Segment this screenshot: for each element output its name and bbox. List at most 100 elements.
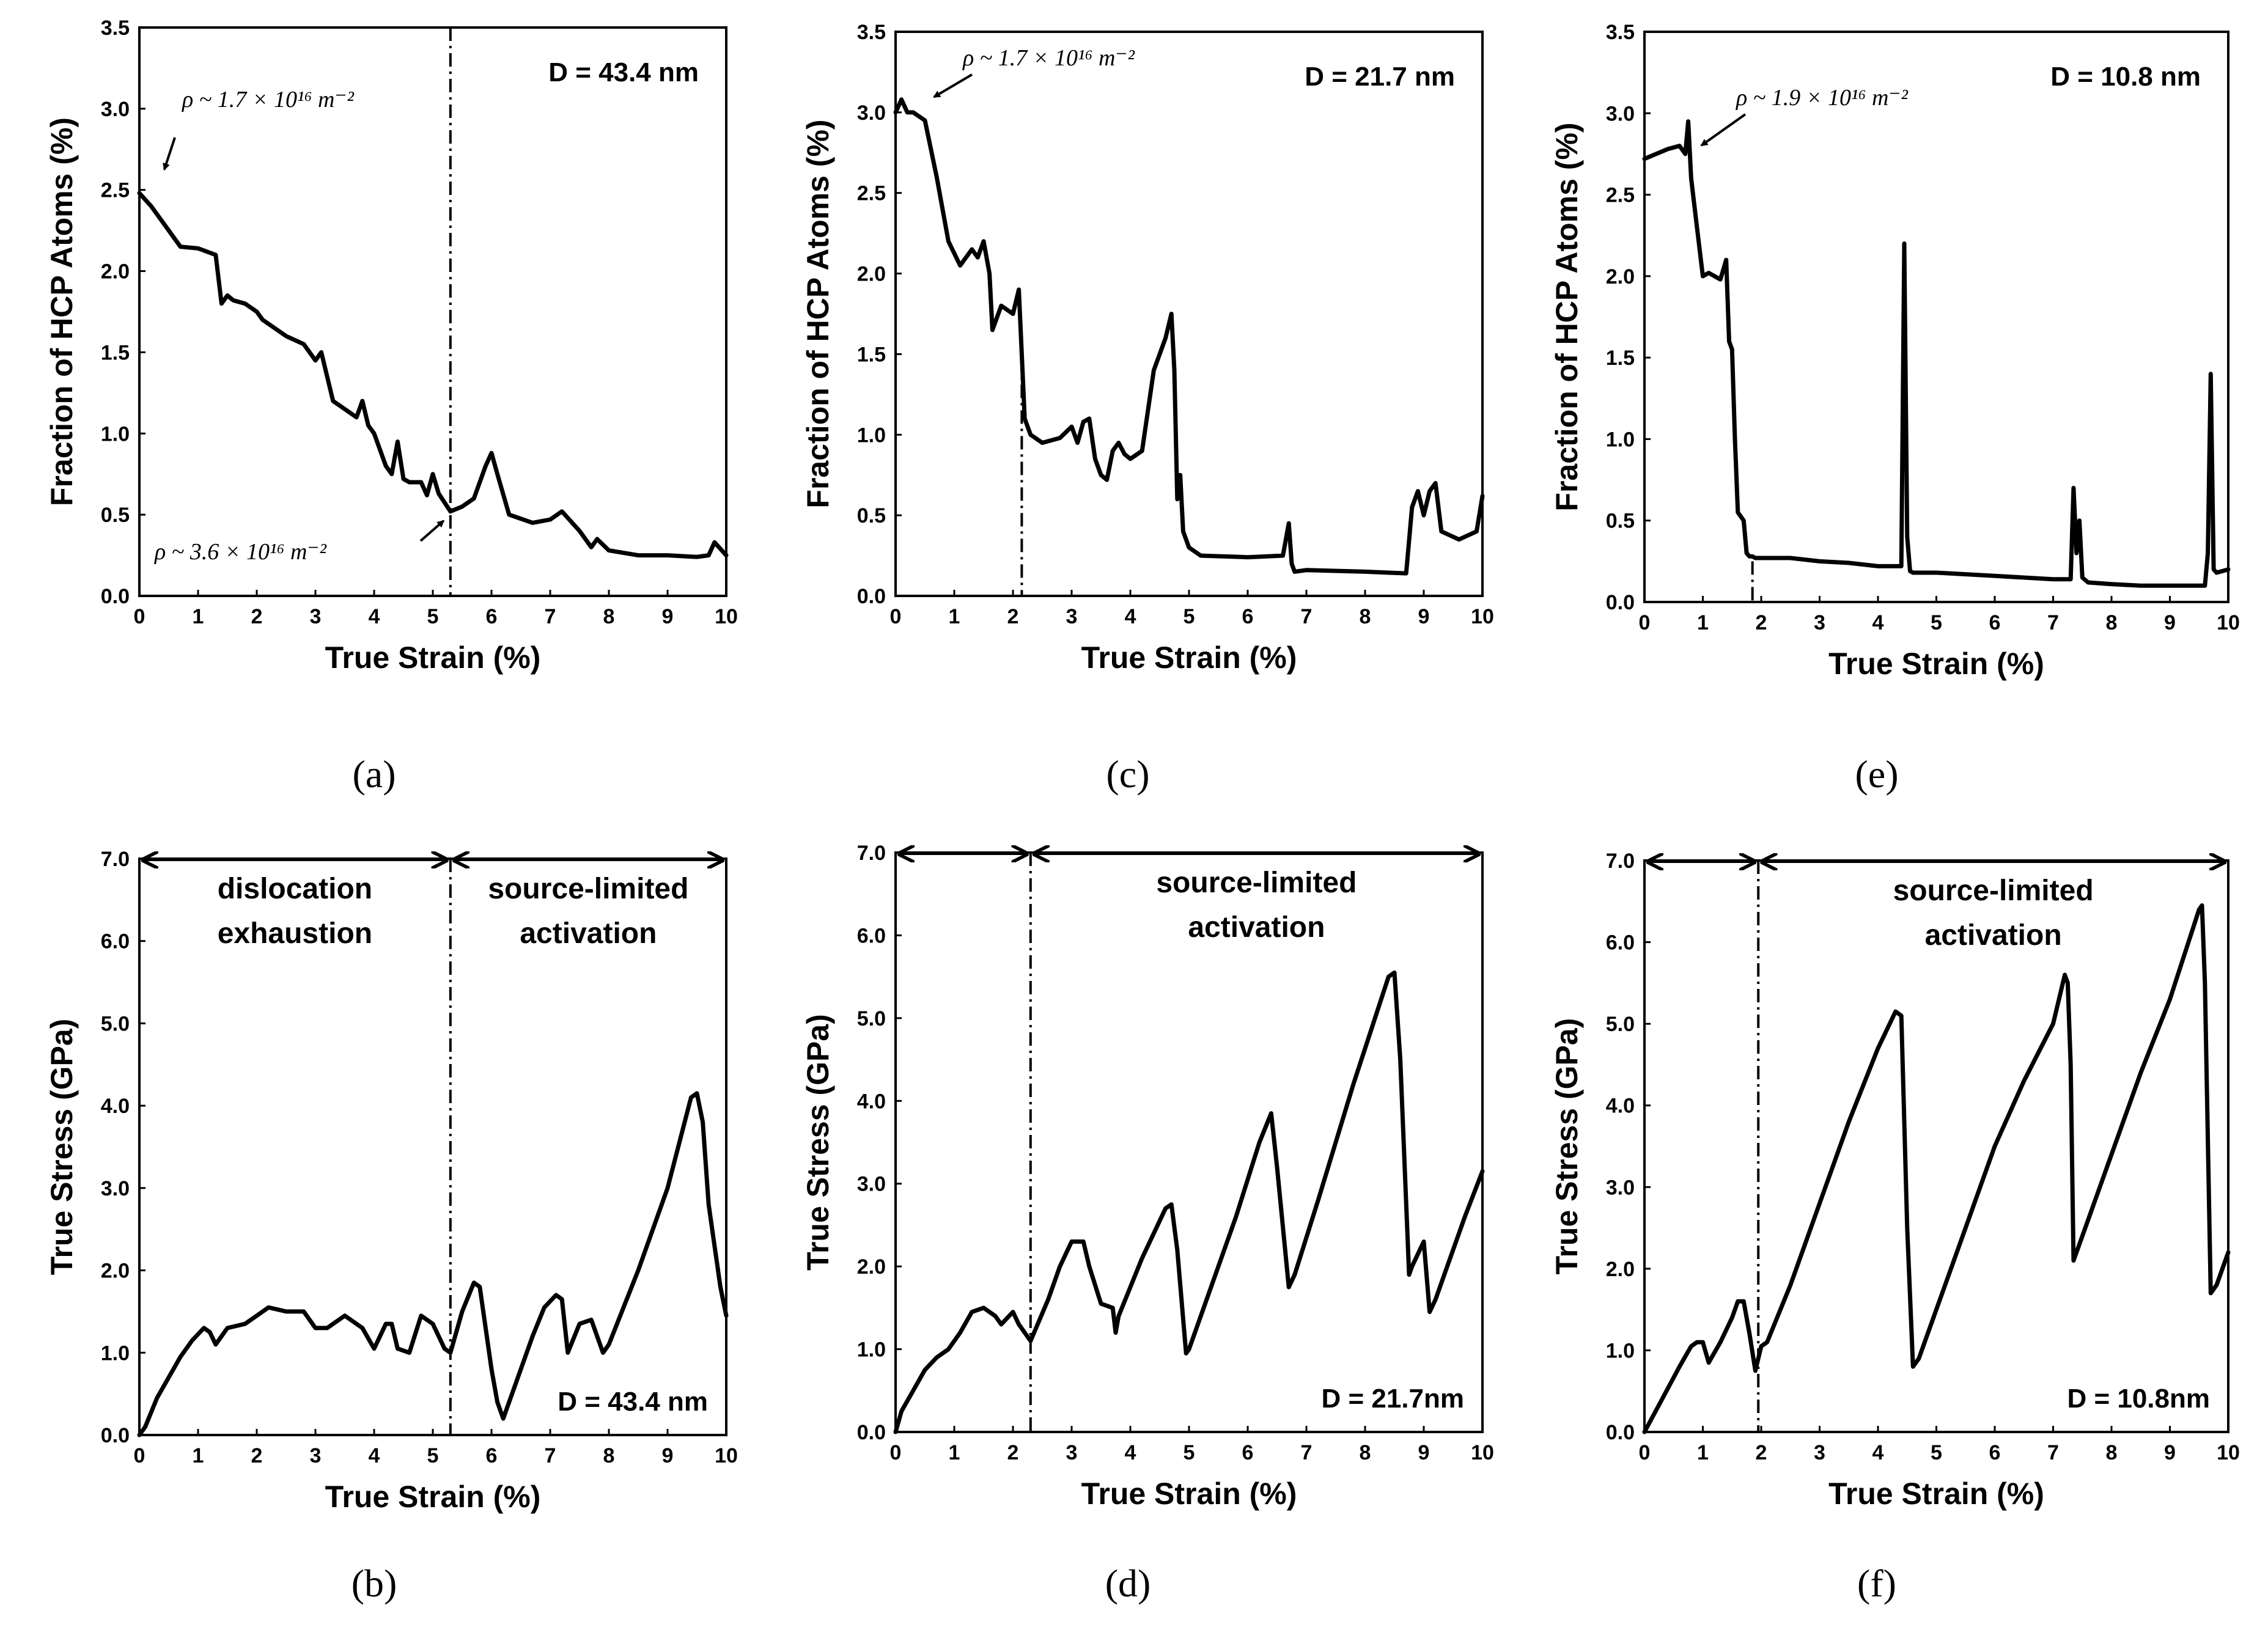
- data-point: [1894, 1010, 1897, 1013]
- series-line: [893, 970, 1485, 1434]
- data-point: [1655, 153, 1657, 155]
- y-tick-label: 4.0: [1606, 1095, 1635, 1118]
- data-point: [894, 1431, 897, 1433]
- dislocation-density-annotation: ρ ~ 3.6 × 10¹⁶ m⁻²: [154, 539, 327, 565]
- x-tick-label: 4: [1125, 1441, 1136, 1464]
- x-tick-label: 10: [715, 605, 738, 628]
- x-tick-label: 1: [193, 1444, 204, 1467]
- data-point: [1994, 1145, 1996, 1148]
- x-tick-label: 6: [1989, 1441, 2001, 1464]
- data-point: [215, 1343, 217, 1346]
- data-point: [1847, 1120, 1850, 1123]
- data-point: [303, 343, 305, 345]
- data-point: [1909, 570, 1912, 572]
- data-point: [461, 505, 463, 508]
- x-axis-title: True Strain (%): [325, 1480, 541, 1514]
- data-point: [1678, 1365, 1681, 1368]
- diameter-label: D = 43.4 nm: [548, 57, 699, 87]
- x-tick-label: 2: [251, 605, 263, 628]
- panel-a: 0 1 2 3 4 5 6 7 8 9 10 0.0 0.5 1.0 1.5 2.0 2.5 3.0 3.5 True…: [45, 17, 738, 796]
- x-tick-label: 0: [1639, 611, 1651, 634]
- data-point: [696, 1092, 698, 1095]
- data-point: [1111, 450, 1114, 452]
- data-point: [396, 441, 399, 443]
- y-tick-label: 1.0: [857, 424, 886, 447]
- data-point: [1423, 514, 1425, 516]
- x-tick-label: 0: [890, 1441, 902, 1464]
- x-tick-label: 8: [1360, 605, 1371, 628]
- data-point: [1106, 479, 1108, 481]
- data-point: [1405, 572, 1407, 575]
- data-point: [947, 1348, 949, 1351]
- data-point: [2204, 982, 2206, 984]
- data-point: [2052, 1022, 2055, 1025]
- data-point: [924, 119, 926, 122]
- x-tick-label: 9: [1418, 605, 1430, 628]
- data-point: [332, 400, 334, 402]
- data-point: [602, 1351, 604, 1354]
- data-point: [256, 310, 258, 313]
- dislocation-density-annotation: ρ ~ 1.9 × 10¹⁶ m⁻²: [1736, 85, 1909, 111]
- region-label: source-limited: [1893, 875, 2094, 907]
- y-tick-label: 3.5: [1606, 21, 1635, 44]
- data-point: [1070, 1241, 1073, 1243]
- data-point: [1012, 313, 1014, 315]
- y-tick-label: 5.0: [101, 1012, 130, 1035]
- data-point: [666, 554, 669, 557]
- x-tick-label: 9: [1418, 1441, 1430, 1464]
- data-point: [637, 554, 639, 557]
- data-point: [479, 1286, 481, 1288]
- data-point: [608, 1343, 610, 1346]
- data-point: [1411, 506, 1413, 508]
- data-point: [1141, 450, 1143, 452]
- data-point: [1246, 556, 1249, 559]
- data-point: [1114, 1331, 1117, 1334]
- data-point: [1047, 1298, 1050, 1301]
- data-point: [1748, 1333, 1751, 1335]
- data-point: [2069, 578, 2072, 581]
- data-point: [982, 1307, 985, 1309]
- data-point: [1188, 546, 1190, 549]
- data-point: [1141, 1257, 1143, 1260]
- data-point: [555, 1294, 558, 1296]
- x-tick-label: 0: [134, 605, 145, 628]
- panel-f: 0 1 2 3 4 5 6 7 8 9 10 0.0 1.0 2.0 3.0 4.0 5.0 6.0 7.0 True…: [1550, 850, 2240, 1605]
- y-tick-label: 0.0: [101, 585, 130, 608]
- y-tick-label: 2.0: [101, 1260, 130, 1283]
- y-tick-label: 0.0: [857, 1421, 886, 1444]
- data-point: [1088, 417, 1091, 420]
- data-point: [1235, 1216, 1237, 1218]
- data-point: [690, 1096, 692, 1099]
- data-point: [1100, 1302, 1102, 1305]
- data-point: [373, 1348, 375, 1350]
- data-point: [959, 264, 962, 266]
- data-point: [1176, 1249, 1179, 1251]
- panel-b: 0 1 2 3 4 5 6 7 8 9 10 0.0 1.0 2.0 3.0 4.0 5.0 6.0 7.0 True…: [45, 848, 738, 1605]
- data-point: [1023, 417, 1026, 420]
- data-point: [1912, 1365, 1914, 1368]
- data-point: [1702, 275, 1704, 277]
- data-point: [191, 1339, 193, 1342]
- data-point: [1819, 1202, 1821, 1205]
- y-tick-label: 6.0: [857, 924, 886, 947]
- x-tick-label: 3: [1814, 611, 1825, 634]
- data-point: [156, 1397, 158, 1399]
- y-axis-title: Fraction of HCP Atoms (%): [1550, 122, 1584, 511]
- data-point: [1387, 975, 1390, 978]
- data-point: [2204, 584, 2206, 587]
- y-tick-label: 2.5: [1606, 184, 1635, 207]
- data-point: [1176, 498, 1179, 501]
- y-tick-label: 7.0: [857, 842, 886, 865]
- data-point: [900, 1410, 903, 1412]
- data-point: [285, 335, 287, 337]
- data-point: [1731, 348, 1733, 351]
- data-point: [1173, 369, 1176, 372]
- data-point: [702, 1121, 704, 1123]
- data-point: [355, 416, 358, 419]
- data-point: [894, 111, 897, 114]
- data-point: [232, 299, 235, 301]
- data-point: [2169, 998, 2171, 1000]
- data-point: [1964, 1227, 1967, 1229]
- region-label: exhaustion: [218, 917, 372, 950]
- region-label: dislocation: [218, 873, 372, 905]
